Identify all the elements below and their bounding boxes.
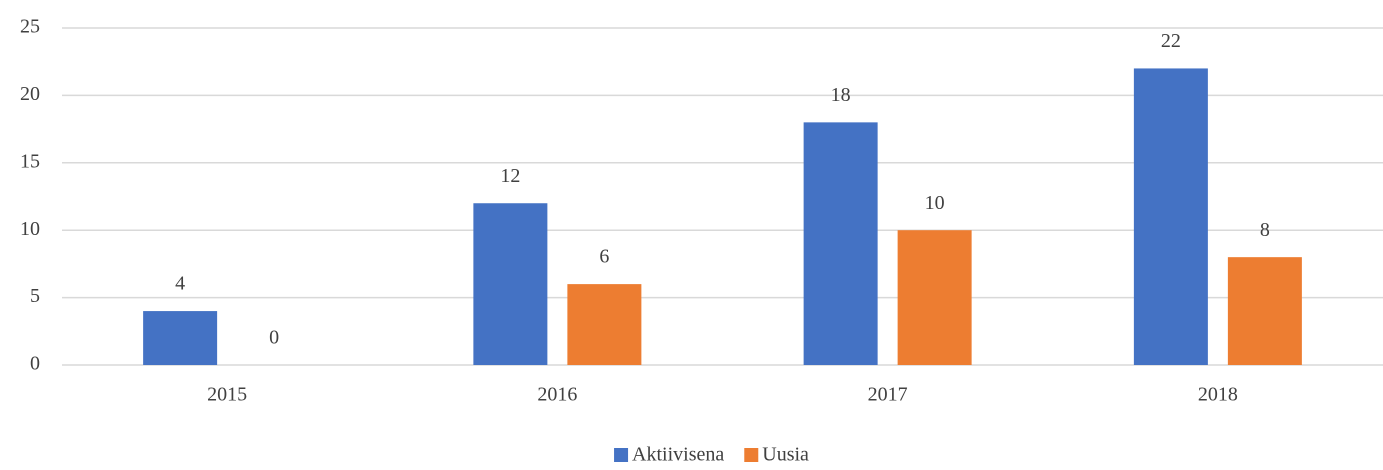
x-tick-label: 2018	[1198, 384, 1238, 406]
bar	[143, 311, 218, 365]
data-label: 18	[831, 84, 851, 106]
legend-swatch	[614, 448, 629, 462]
bar	[803, 122, 878, 365]
y-tick-label: 5	[30, 285, 40, 307]
data-label: 6	[599, 246, 609, 268]
data-label: 4	[175, 273, 185, 295]
y-tick-label: 15	[20, 150, 40, 172]
y-tick-label: 0	[30, 353, 40, 375]
data-label: 12	[500, 165, 520, 187]
data-label: 10	[925, 192, 945, 214]
legend-label: Uusia	[762, 444, 809, 465]
y-tick-label: 20	[20, 83, 40, 105]
x-tick-label: 2015	[207, 384, 247, 406]
bar	[1227, 257, 1302, 365]
data-label: 22	[1161, 30, 1181, 52]
bar	[897, 230, 972, 365]
y-tick-label: 10	[20, 218, 40, 240]
bar	[1133, 68, 1208, 365]
legend-label: Aktiivisena	[632, 444, 724, 465]
bar	[567, 284, 642, 365]
x-tick-label: 2017	[868, 384, 908, 406]
x-tick-label: 2016	[537, 384, 577, 406]
bar	[473, 203, 548, 365]
legend-swatch	[744, 448, 759, 462]
data-label: 8	[1260, 219, 1270, 241]
data-label: 0	[269, 327, 279, 349]
y-tick-label: 25	[20, 16, 40, 38]
